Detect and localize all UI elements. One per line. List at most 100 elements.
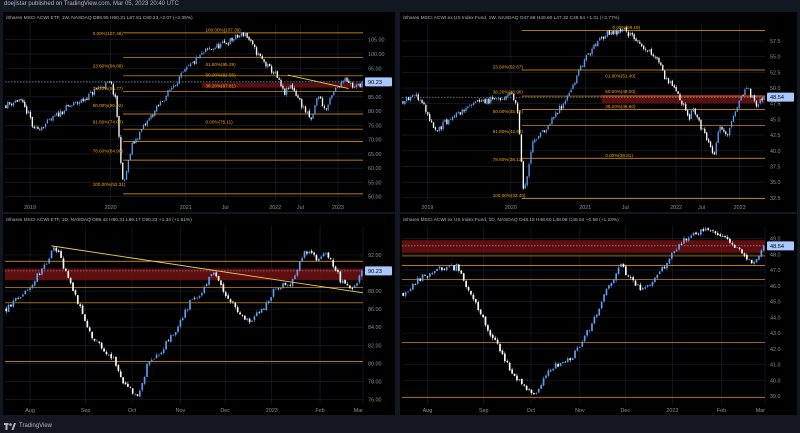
candle-body — [558, 105, 561, 113]
candle-body — [428, 273, 431, 277]
chart-pane-acwi-daily[interactable]: 76.0078.0080.0082.0084.0086.0088.0090.00… — [3, 214, 395, 415]
candle-body — [725, 131, 727, 134]
candle-body — [712, 230, 714, 231]
candle-body — [487, 325, 489, 331]
candle-body — [186, 309, 189, 311]
candle-body — [329, 258, 332, 260]
candle-body — [419, 278, 421, 281]
candle-body — [432, 122, 435, 128]
candle-body — [131, 388, 134, 394]
candle-body — [566, 95, 568, 101]
candle-body — [220, 43, 222, 48]
candle-body — [105, 352, 108, 355]
candle-body — [318, 258, 320, 262]
candle-body — [159, 102, 162, 106]
resistance-zone — [5, 268, 363, 281]
candle-body — [98, 341, 101, 343]
candle-body — [162, 349, 165, 353]
candle-body — [549, 124, 551, 126]
candle-body — [332, 259, 335, 267]
candle-body — [704, 228, 707, 231]
candle-body — [205, 284, 208, 287]
candle-body — [50, 119, 52, 121]
candle-body — [571, 358, 574, 360]
candle-body — [59, 110, 62, 117]
candle-body — [188, 65, 190, 67]
candle-body — [639, 284, 642, 291]
chart-pane-acwx-weekly[interactable]: 0.00%(59.19) 23.60%(52.87) 61.80%(51.40) 50… — [400, 12, 797, 212]
candle-body — [729, 238, 731, 243]
candle-body — [562, 362, 564, 364]
candle-body — [225, 42, 228, 45]
candle-body — [623, 28, 626, 30]
candle-body — [222, 284, 225, 292]
candle-body — [298, 261, 301, 271]
candle-body — [39, 129, 41, 131]
candle-body — [572, 84, 574, 90]
candle-body — [52, 115, 54, 121]
candle-body — [608, 30, 610, 35]
candle-body — [522, 161, 524, 189]
candle-body — [534, 139, 536, 143]
candle-body — [146, 364, 148, 378]
chart-title: iShares MSCI ACWI ex US Index Fund, 1D, … — [403, 217, 619, 223]
candle-body — [133, 141, 135, 144]
candle-body — [269, 63, 271, 67]
candle-body — [141, 383, 144, 390]
candle-body — [427, 112, 429, 115]
candle-body — [649, 284, 651, 286]
candle-body — [634, 280, 637, 286]
candle-body — [595, 44, 597, 46]
candle-body — [336, 86, 339, 88]
y-axis-tick-label: 42.5 — [770, 133, 781, 139]
candle-body — [329, 97, 331, 105]
chart-pane-acwx-daily[interactable]: 39.0 40.0 41.0 42.0 43.0 44.0 45.0 46.0 47.0 48.0… — [400, 214, 797, 415]
candle-body — [246, 318, 249, 320]
candle-body — [711, 146, 714, 154]
candle-body — [255, 312, 258, 317]
candle-body — [758, 256, 760, 260]
candle-body — [53, 247, 55, 251]
candle-body — [253, 44, 256, 48]
candle-body — [443, 269, 446, 270]
candle-body — [257, 53, 260, 56]
candle-body — [639, 41, 641, 44]
candle-body — [346, 77, 348, 82]
candle-body — [314, 105, 316, 115]
candle-body — [286, 284, 289, 286]
candle-body — [553, 117, 555, 118]
candle-body — [240, 32, 243, 37]
candle-body — [96, 340, 98, 342]
candle-body — [646, 50, 649, 52]
candle-body — [81, 305, 84, 314]
y-axis-tick-label: 95.00 — [368, 66, 382, 72]
x-axis-tick-label: Nov — [575, 408, 585, 414]
candle-body — [274, 71, 277, 74]
candle-body — [753, 261, 755, 264]
candle-body — [181, 318, 184, 321]
candle-body — [63, 110, 66, 114]
chart-pane-acwi-weekly[interactable]: 100.00%(107.39) 0.00%(107.48) 23.60%(94.68… — [3, 12, 395, 212]
candle-body — [174, 85, 177, 87]
chart-svg: 100.00%(107.39) 0.00%(107.48) 23.60%(94.68… — [5, 15, 392, 211]
candle-body — [333, 91, 335, 96]
candle-body — [355, 84, 358, 88]
candle-body — [728, 127, 731, 136]
candle-body — [667, 78, 670, 84]
candle-body — [700, 119, 702, 130]
candle-body — [579, 347, 581, 348]
price-tag — [365, 77, 392, 87]
candle-body — [646, 285, 649, 287]
candle-body — [404, 100, 406, 105]
candle-body — [263, 59, 265, 62]
candle-body — [503, 98, 505, 100]
candle-body — [253, 316, 256, 320]
candle-body — [750, 259, 753, 264]
y-axis-tick-label: 45.0 — [770, 117, 781, 123]
y-axis-tick-label: 45.0 — [770, 300, 781, 306]
candle-body — [637, 284, 639, 286]
candle-body — [206, 48, 209, 50]
candle-body — [458, 264, 460, 271]
candle-body — [746, 87, 748, 89]
candle-body — [17, 298, 19, 299]
